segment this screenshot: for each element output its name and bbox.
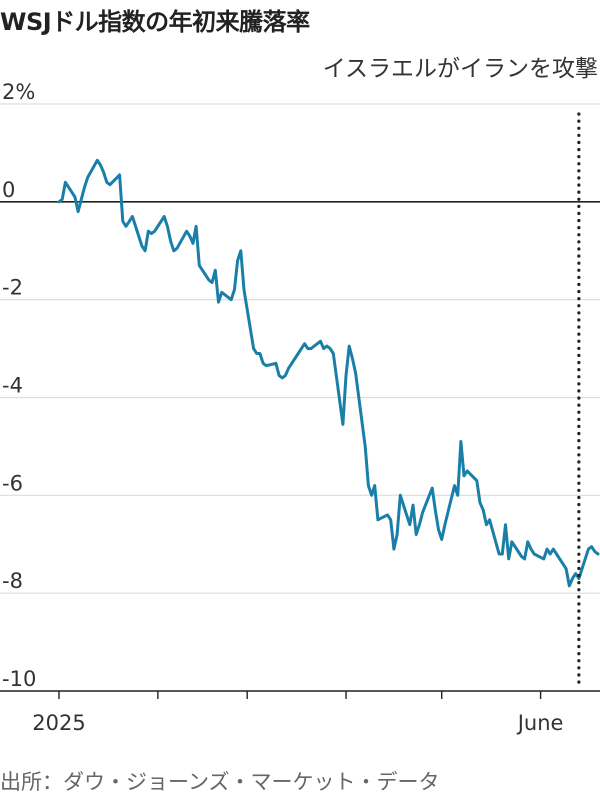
- dollar-index-line: [57, 158, 600, 588]
- x-tick-label: 2025: [32, 711, 85, 735]
- y-tick-label: -4: [2, 374, 23, 398]
- y-tick-label: -2: [2, 276, 23, 300]
- y-tick-label: 0: [2, 178, 15, 202]
- tick-labels: 2% 0 -2 -4 -6 -8 -10 2025 June: [2, 80, 563, 735]
- x-tick-label: June: [516, 711, 564, 735]
- y-tick-label: 2%: [2, 80, 35, 104]
- annotation-layer: イスラエルがイランを攻撃: [323, 56, 598, 691]
- x-axis: [0, 690, 600, 699]
- chart-title: WSJドル指数の年初来騰落率: [0, 8, 310, 36]
- event-annotation-label: イスラエルがイランを攻撃: [323, 56, 598, 82]
- series-layer: [57, 158, 600, 588]
- y-tick-label: -8: [2, 569, 23, 593]
- gridlines: [0, 103, 600, 692]
- y-tick-label: -10: [2, 667, 36, 691]
- y-tick-label: -6: [2, 471, 23, 495]
- line-chart: 2% 0 -2 -4 -6 -8 -10 2025 June イスラエルがイランを攻撃: [0, 56, 600, 735]
- source-note: 出所：ダウ・ジョーンズ・マーケット・データ: [0, 770, 440, 794]
